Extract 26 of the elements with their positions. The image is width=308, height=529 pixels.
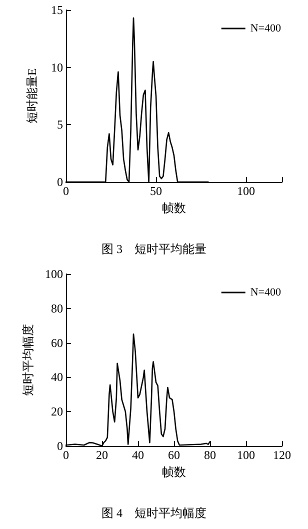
x-tick-label: 100 [237, 448, 255, 462]
x-tick-label: 100 [237, 184, 255, 198]
y-tick-label: 0 [57, 175, 63, 189]
legend-label: N=400 [250, 286, 282, 298]
y-tick-label: 80 [51, 301, 63, 316]
x-tick-label: 20 [96, 448, 108, 462]
y-tick-label: 60 [51, 336, 63, 350]
x-tick-label: 40 [132, 448, 144, 462]
x-tick-label: 60 [168, 448, 180, 462]
x-axis-title: 帧数 [162, 464, 186, 479]
y-tick-label: 40 [51, 370, 63, 384]
text: 图 4 短时平均幅度 [102, 506, 206, 520]
legend-label: N=400 [250, 22, 282, 34]
y-axis-title: 短时平均幅度 [21, 324, 36, 396]
y-tick-label: 10 [51, 60, 63, 74]
y-tick-label: 15 [51, 3, 63, 17]
x-tick-label: 50 [150, 184, 162, 198]
x-axis-title: 帧数 [162, 200, 186, 215]
y-tick-label: 100 [45, 267, 63, 281]
text: 图 3 短时平均能量 [102, 242, 206, 256]
y-tick-label: 5 [57, 118, 63, 132]
y-tick-label: 0 [57, 439, 63, 453]
y-axis-title: 短时能量E [25, 68, 39, 124]
x-tick-label: 120 [273, 448, 291, 462]
x-tick-label: 80 [204, 448, 216, 462]
y-tick-label: 20 [51, 404, 63, 419]
